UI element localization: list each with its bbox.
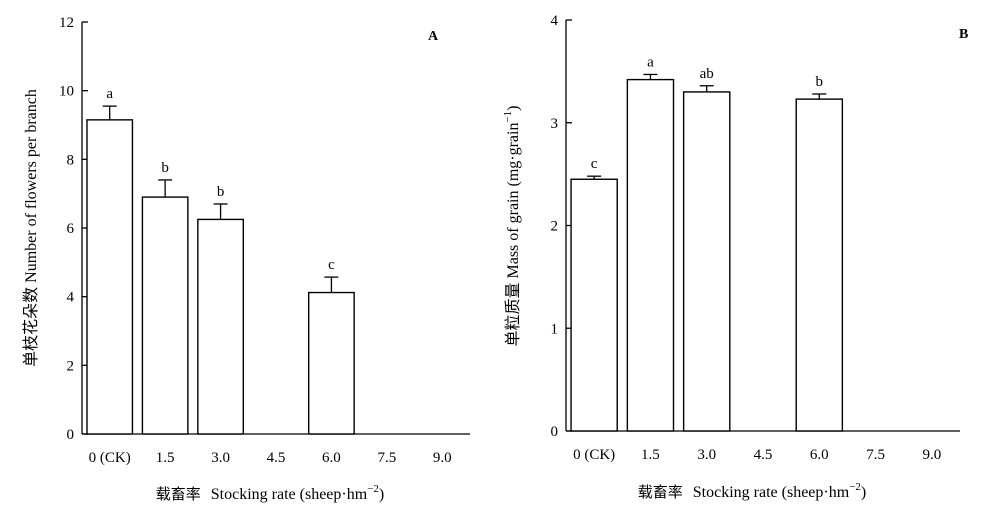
panel-b-bar [626, 78, 675, 432]
panel-b-significance-label: c [591, 156, 598, 172]
panel-a-significance-label: a [106, 86, 113, 102]
panel-b-significance-label: ab [700, 66, 714, 82]
panel-b-significance-label: a [647, 54, 654, 70]
panel-b-y-axis-title-sup: −1 [502, 111, 514, 123]
panel-b-x-axis-title: 载畜率 Stocking rate (sheep·hm−2) [638, 481, 866, 501]
panel-b-label: B [959, 27, 968, 42]
panel-a-y-tick-label: 0 [67, 427, 75, 443]
panel-b-x-axis-title-sup: −2 [849, 481, 861, 493]
panel-a-x-axis-title-sup: −2 [367, 483, 379, 495]
panel-a-label: A [428, 29, 439, 44]
panel-a-bar [86, 119, 134, 435]
panel-b-bar [795, 98, 844, 432]
panel-b-x-axis-title-close: ) [861, 484, 866, 501]
panel-a-x-tick-label: 7.5 [377, 450, 396, 466]
panel-b-significance-label: b [816, 74, 824, 90]
panel-a-y-tick-label: 2 [67, 358, 75, 374]
panel-a-y-tick-label: 8 [67, 152, 75, 168]
panel-b-x-axis-title-en: Stocking rate (sheep·hm [693, 484, 850, 501]
panel-a-y-tick-label: 4 [67, 290, 75, 306]
panel-a-y-axis-title: 单枝花朵数 Number of flowers per branch [22, 89, 40, 367]
panel-a-x-axis-title-en: Stocking rate (sheep·hm [211, 486, 368, 503]
panel-a-x-tick-label: 3.0 [211, 450, 230, 466]
panel-a-significance-label: b [217, 184, 225, 200]
panel-a-x-axis-title-close: ) [379, 486, 384, 503]
panel-b-y-tick-label: 0 [551, 424, 559, 440]
panel-a-x-axis-title: 载畜率 Stocking rate (sheep·hm−2) [156, 483, 384, 503]
panel-a-y-tick-label: 6 [67, 221, 75, 237]
panel-b-x-axis-title-cn: 载畜率 [638, 483, 683, 501]
panel-b-x-tick-label: 7.5 [866, 447, 885, 463]
panel-a-x-tick-label: 4.5 [267, 450, 286, 466]
panel-b-y-tick-label: 4 [551, 13, 559, 29]
panel-b-x-tick-label: 4.5 [754, 447, 773, 463]
panel-a-x-tick-label: 9.0 [433, 450, 452, 466]
panel-a-y-tick-label: 12 [59, 15, 74, 31]
panel-b-y-axis-title-close: ) [505, 105, 522, 110]
panel-b-x-tick-label: 0 (CK) [573, 447, 615, 463]
panel-a-x-axis-title-cn: 载畜率 [156, 485, 201, 503]
panel-b-chart: 0 1 2 3 4 0 (CK) c 1.5 a 3.0 ab 4.5 6.0 b 7.5 9.0 B 单粒质… [502, 13, 968, 501]
panel-a-x-tick-label: 6.0 [322, 450, 341, 466]
panel-b-bar [682, 91, 731, 432]
panel-a-significance-label: c [328, 257, 335, 273]
panel-b-x-tick-label: 6.0 [810, 447, 829, 463]
panel-b-x-tick-label: 1.5 [641, 447, 660, 463]
panel-b-y-axis-title: 单粒质量 Mass of grain (mg·grain−1) [502, 105, 522, 346]
panel-a-y-tick-label: 10 [59, 84, 74, 100]
panel-b-x-tick-label: 3.0 [697, 447, 716, 463]
panel-b-y-tick-label: 3 [551, 116, 559, 132]
panel-b-y-tick-label: 1 [551, 321, 559, 337]
panel-a-x-tick-label: 1.5 [156, 450, 175, 466]
panel-a-bar [141, 196, 189, 435]
panel-b-bar [570, 178, 618, 432]
panel-a-x-tick-label: 0 (CK) [89, 450, 131, 466]
panel-b-y-axis-title-main: 单粒质量 Mass of grain (mg·grain [504, 123, 522, 347]
panel-b-y-tick-label: 2 [551, 219, 559, 235]
panel-a-significance-label: b [161, 160, 169, 176]
panel-a-bar [308, 291, 355, 435]
panel-b-x-tick-label: 9.0 [922, 447, 941, 463]
panel-a-bar [197, 218, 244, 435]
